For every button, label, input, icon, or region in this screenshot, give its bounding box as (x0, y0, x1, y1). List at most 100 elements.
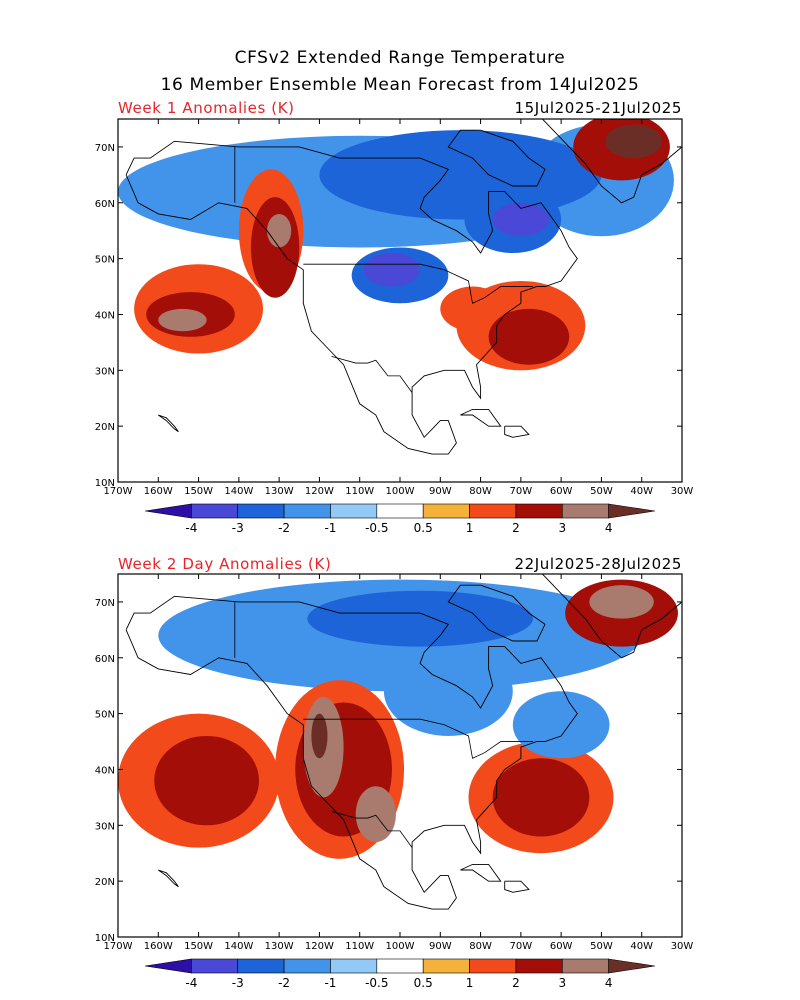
lon-label: 30W (671, 941, 694, 952)
lon-label: 30W (671, 486, 694, 497)
anomaly-region (589, 585, 654, 619)
lon-label: 100W (386, 486, 415, 497)
lon-label: 80W (469, 941, 492, 952)
colorbar-swatch (608, 503, 656, 519)
panel-1-label: Week 1 Anomalies (K) (118, 99, 295, 117)
colorbar-swatch (469, 958, 517, 974)
colorbar-label: -3 (232, 976, 244, 990)
lon-label: 60W (550, 941, 573, 952)
lon-label: 90W (429, 941, 452, 952)
us-mexico-border (331, 810, 413, 848)
lat-label: 10N (95, 478, 115, 489)
chart-title-line-1: CFSv2 Extended Range Temperature (234, 48, 566, 68)
colorbar-swatch (237, 503, 285, 519)
colorbar-label: -2 (278, 976, 290, 990)
lat-label: 40N (95, 310, 115, 321)
coastline-hawaii (158, 414, 179, 433)
colorbar-swatch (608, 958, 656, 974)
colorbar-label: 0.5 (414, 976, 433, 990)
colorbar-swatch (561, 503, 609, 519)
colorbar-label: -1 (324, 976, 336, 990)
panel-1-map: 170W 160W 150W 140W 130W 120W 110W 100W 90W 80W 70… (95, 118, 694, 497)
lon-label: 110W (345, 941, 374, 952)
anomaly-region (355, 786, 396, 843)
lat-label: 60N (95, 654, 115, 665)
colorbar-label: 1 (466, 976, 474, 990)
anomaly-region (492, 202, 550, 237)
anomaly-region (363, 253, 421, 287)
lon-label: 150W (184, 941, 213, 952)
lat-label: 30N (95, 821, 115, 832)
colorbar-swatch (422, 958, 470, 974)
lat-label: 70N (95, 143, 115, 154)
lon-label: 160W (144, 941, 173, 952)
anomaly-region (319, 130, 602, 220)
anomaly-region (383, 646, 513, 736)
colorbar-label: 4 (605, 521, 613, 535)
colorbar-swatch (330, 958, 378, 974)
coastline-cuba (460, 408, 502, 427)
anomaly-region (307, 590, 533, 647)
colorbar-label: 4 (605, 976, 613, 990)
colorbar-swatch (144, 503, 192, 519)
colorbar-swatch (191, 958, 239, 974)
colorbar-label: 0.5 (414, 521, 433, 535)
colorbar-label: -4 (185, 976, 197, 990)
lon-label: 130W (265, 941, 294, 952)
colorbar-label: -2 (278, 521, 290, 535)
anomaly-region (154, 735, 259, 826)
lat-label: 20N (95, 877, 115, 888)
lon-label: 70W (510, 486, 533, 497)
lon-label: 50W (590, 941, 613, 952)
colorbar-swatch (330, 503, 378, 519)
chart-title-line-2: 16 Member Ensemble Mean Forecast from 14… (160, 75, 640, 95)
coastline-hawaii (158, 869, 179, 888)
lat-label: 10N (95, 933, 115, 944)
panel-2-dates: 22Jul2025-28Jul2025 (514, 555, 682, 573)
anomaly-region (492, 758, 590, 837)
anomaly-region (512, 691, 610, 759)
lon-label: 40W (630, 941, 653, 952)
colorbar-swatch (376, 503, 424, 519)
coastline-baffin (447, 129, 546, 187)
lon-label: 140W (224, 486, 253, 497)
anomaly-region (605, 124, 662, 159)
colorbar-label: 1 (466, 521, 474, 535)
coastline-northAmerica (125, 140, 578, 455)
lon-label: 150W (184, 486, 213, 497)
colorbar-swatch (237, 958, 285, 974)
coastline-greenland (541, 574, 682, 659)
lon-label: 90W (429, 486, 452, 497)
lat-label: 40N (95, 765, 115, 776)
colorbar-label: 3 (558, 976, 566, 990)
anomaly-region (250, 197, 300, 298)
colorbar-swatch (191, 503, 239, 519)
lon-label: 110W (345, 486, 374, 497)
lon-label: 160W (144, 486, 173, 497)
lat-label: 60N (95, 199, 115, 210)
lon-label: 70W (510, 941, 533, 952)
us-canada-border (303, 718, 533, 759)
colorbar-label: -1 (324, 521, 336, 535)
lat-label: 30N (95, 366, 115, 377)
coastline-hispaniola (504, 425, 530, 438)
colorbar-1: -4 -3 -2 -1 -0.5 0.5 1 2 3 4 (144, 503, 656, 535)
lat-label: 70N (95, 598, 115, 609)
anomaly-region (440, 286, 505, 332)
panel-2-label: Week 2 Day Anomalies (K) (118, 555, 332, 573)
colorbar-swatch (469, 503, 517, 519)
lon-label: 170W (104, 486, 133, 497)
colorbar-swatch (376, 958, 424, 974)
anomaly-region (267, 213, 292, 248)
colorbar-label: -0.5 (365, 976, 388, 990)
colorbar-swatch (283, 503, 331, 519)
coastline-greenland (541, 119, 682, 204)
colorbar-label: -0.5 (365, 521, 388, 535)
colorbar-swatch (561, 958, 609, 974)
colorbar-label: 2 (512, 976, 520, 990)
colorbar-2: -4 -3 -2 -1 -0.5 0.5 1 2 3 4 (144, 958, 656, 990)
panel-1-dates: 15Jul2025-21Jul2025 (514, 99, 682, 117)
lon-label: 130W (265, 486, 294, 497)
colorbar-label: -3 (232, 521, 244, 535)
